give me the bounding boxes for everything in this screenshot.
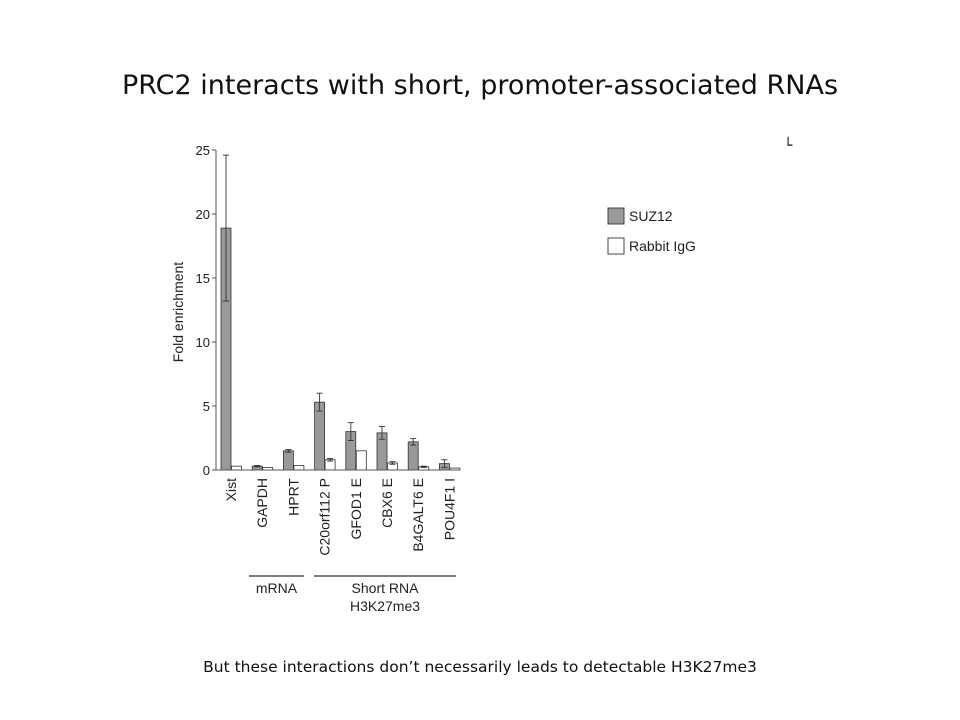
group-brackets: mRNA Short RNA H3K27me3: [249, 575, 456, 614]
category-label: C20orf112 P: [317, 478, 333, 556]
y-tick-label: 15: [196, 271, 210, 286]
category-label: HPRT: [285, 478, 301, 516]
bar: [293, 465, 305, 471]
y-tick-label: 10: [196, 335, 210, 350]
y-tick-label: 20: [196, 207, 210, 222]
y-tick-label: 25: [196, 143, 210, 158]
legend-label: SUZ12: [629, 208, 673, 224]
y-tick-label: 0: [203, 463, 210, 478]
group-label: Short RNA: [352, 580, 420, 596]
bar: [314, 401, 326, 471]
category-label: Xist: [223, 478, 239, 501]
footer-note: But these interactions don’t necessarily…: [203, 658, 757, 676]
y-tick-label: 5: [203, 399, 210, 414]
category-label: GFOD1 E: [348, 478, 364, 539]
legend-label: Rabbit IgG: [629, 238, 696, 254]
category-label: B4GALT6 E: [410, 478, 426, 552]
group-label: mRNA: [256, 580, 298, 596]
bar: [355, 450, 367, 471]
group-sublabel: H3K27me3: [350, 598, 420, 614]
corner-mark: └: [784, 137, 793, 154]
legend-swatch: [607, 237, 625, 255]
legend-swatch: [607, 207, 625, 225]
bar: [407, 441, 419, 471]
bar: [231, 465, 242, 471]
bars: [216, 154, 461, 471]
y-axis-label: Fold enrichment: [170, 262, 186, 362]
y-axis: 0 5 10 15 20 25: [196, 143, 217, 478]
category-labels: Xist GAPDH HPRT C20orf112 P GFOD1 E CBX6 E B4G…: [223, 478, 457, 556]
legend: SUZ12 Rabbit IgG: [607, 207, 696, 255]
bar: [282, 450, 294, 471]
category-label: CBX6 E: [379, 478, 395, 528]
category-label: GAPDH: [254, 478, 270, 528]
category-label: POU4F1 I: [441, 478, 457, 540]
slide-title: PRC2 interacts with short, promoter-asso…: [121, 70, 839, 101]
